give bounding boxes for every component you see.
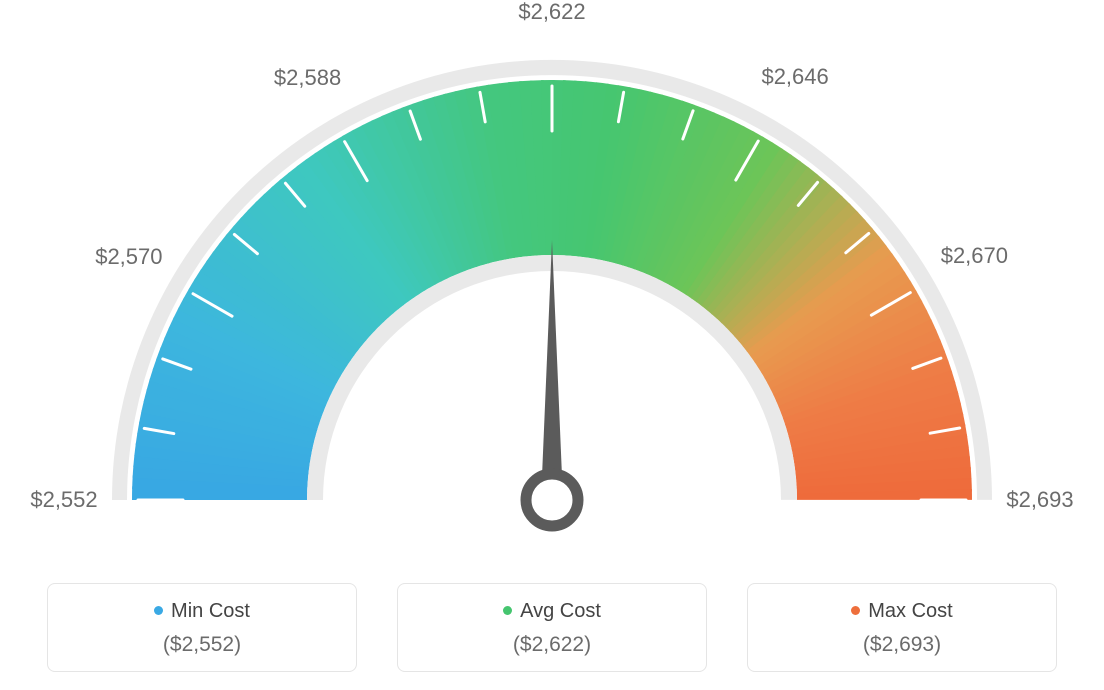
gauge-tick-label: $2,622 [518,0,585,25]
legend-label-text: Max Cost [868,600,952,622]
legend-card-avg: Avg Cost ($2,622) [397,583,707,672]
legend-label: Max Cost [758,600,1046,623]
legend-label-text: Avg Cost [520,600,601,622]
legend-value: ($2,693) [758,633,1046,657]
chart-container: $2,552 $2,570 $2,588 $2,622 $2,646 $2,670 $2,6… [0,0,1104,690]
legend-label: Min Cost [58,600,346,623]
gauge-svg [0,0,1104,540]
gauge-chart: $2,552 $2,570 $2,588 $2,622 $2,646 $2,670 $2,6… [0,0,1104,540]
legend-dot-max [851,606,860,615]
legend-value: ($2,552) [58,633,346,657]
legend-card-min: Min Cost ($2,552) [47,583,357,672]
legend-dot-avg [503,606,512,615]
legend-label: Avg Cost [408,600,696,623]
gauge-tick-label: $2,570 [95,244,162,270]
legend-value: ($2,622) [408,633,696,657]
gauge-tick-label: $2,588 [274,65,341,91]
legend-dot-min [154,606,163,615]
legend-row: Min Cost ($2,552) Avg Cost ($2,622) Max … [0,583,1104,672]
gauge-tick-label: $2,646 [761,64,828,90]
gauge-tick-label: $2,670 [941,243,1008,269]
legend-card-max: Max Cost ($2,693) [747,583,1057,672]
legend-label-text: Min Cost [171,600,250,622]
gauge-tick-label: $2,552 [30,487,97,513]
gauge-tick-label: $2,693 [1006,487,1073,513]
